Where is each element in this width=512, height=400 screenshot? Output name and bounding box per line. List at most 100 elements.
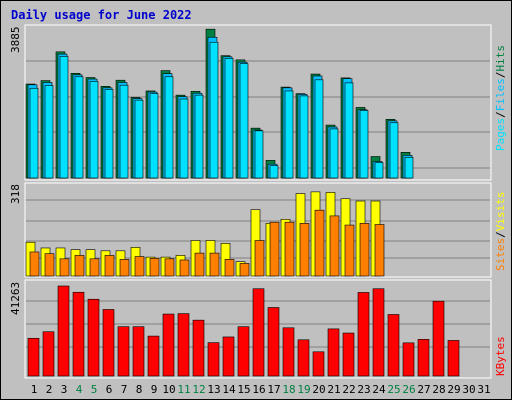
x-tick-label: 2	[46, 383, 53, 396]
bar-sites	[179, 259, 190, 277]
legend-sites-visits: Sites/Visits	[494, 192, 507, 272]
bar-sites	[359, 223, 370, 277]
legend-pages: Pages	[494, 118, 507, 151]
x-tick-label: 22	[342, 383, 355, 396]
bar-pages	[104, 89, 114, 179]
bar-sites	[344, 224, 355, 277]
bar-kbytes	[57, 285, 70, 377]
bar-sites	[119, 259, 130, 277]
x-tick-label: 10	[162, 383, 175, 396]
bar-pages	[254, 130, 264, 179]
bar-sites	[329, 215, 340, 277]
x-tick-label: 5	[91, 383, 98, 396]
x-tick-label: 28	[432, 383, 445, 396]
bar-sites	[164, 258, 175, 277]
bar-pages	[134, 99, 144, 179]
bar-kbytes	[147, 335, 160, 377]
bar-pages	[404, 156, 414, 179]
legend-sep-1: /	[494, 111, 507, 118]
bar-pages	[44, 85, 54, 179]
x-tick-label: 8	[136, 383, 143, 396]
bar-kbytes	[132, 326, 145, 377]
bar-kbytes	[327, 328, 340, 377]
bar-pages	[374, 162, 384, 179]
bar-kbytes	[417, 339, 430, 377]
legend-sites: Sites	[494, 238, 507, 271]
x-tick-label: 6	[106, 383, 113, 396]
bar-kbytes	[342, 332, 355, 377]
bar-kbytes	[87, 298, 100, 377]
bar-kbytes	[102, 309, 115, 377]
bar-pages	[284, 90, 294, 179]
x-tick-label: 12	[192, 383, 205, 396]
bar-pages	[359, 110, 369, 179]
bar-kbytes	[177, 313, 190, 377]
bar-pages	[314, 79, 324, 179]
legend-sep-3: /	[494, 231, 507, 238]
x-tick-label: 13	[207, 383, 220, 396]
x-tick-label: 3	[61, 383, 68, 396]
bar-pages	[239, 63, 249, 179]
bar-sites	[224, 259, 235, 277]
legend-hits-files-pages: Pages/Files/Hits	[494, 45, 507, 151]
x-tick-label: 14	[222, 383, 236, 396]
bar-kbytes	[252, 288, 265, 377]
x-tick-label: 11	[177, 383, 190, 396]
x-tick-label: 23	[357, 383, 370, 396]
x-tick-label: 27	[417, 383, 430, 396]
x-tick-label: 26	[402, 383, 415, 396]
legend-kbytes: KBytes	[494, 336, 507, 376]
bar-pages	[329, 128, 339, 179]
bar-sites	[254, 240, 265, 277]
bar-kbytes	[267, 307, 280, 377]
bar-sites	[149, 257, 160, 277]
x-tick-label: 18	[282, 383, 295, 396]
bar-kbytes	[42, 331, 55, 377]
bar-kbytes	[237, 326, 250, 377]
bar-pages	[209, 41, 219, 179]
bar-sites	[374, 224, 385, 277]
ymax-kbytes-label: 41263	[9, 282, 22, 315]
bar-pages	[179, 98, 189, 179]
x-tick-label: 4	[76, 383, 83, 396]
bar-kbytes	[162, 313, 175, 377]
bar-sites	[299, 223, 310, 277]
bar-kbytes	[297, 339, 310, 377]
x-tick-label: 19	[297, 383, 310, 396]
bar-pages	[194, 94, 204, 179]
bar-kbytes	[387, 314, 400, 377]
bar-pages	[344, 82, 354, 179]
x-tick-label: 9	[151, 383, 158, 396]
x-tick-label: 31	[477, 383, 490, 396]
bar-pages	[164, 76, 174, 179]
bar-pages	[269, 165, 279, 179]
bar-kbytes	[402, 342, 415, 377]
bar-kbytes	[72, 291, 85, 377]
legend-kbytes-block: KBytes	[494, 336, 507, 376]
bar-sites	[194, 252, 205, 277]
bar-sites	[74, 255, 85, 277]
bar-kbytes	[192, 319, 205, 377]
bar-pages	[89, 81, 99, 179]
bar-pages	[119, 84, 129, 179]
bar-pages	[224, 58, 234, 179]
bar-sites	[104, 255, 115, 277]
ymax-hits-label: 3885	[9, 27, 22, 54]
x-tick-label: 7	[121, 383, 128, 396]
bar-sites	[314, 209, 325, 277]
bar-sites	[269, 221, 280, 277]
chart-marks	[25, 28, 490, 377]
bar-kbytes	[357, 292, 370, 377]
legend-files: Files	[494, 78, 507, 111]
bar-pages	[59, 56, 69, 179]
bar-pages	[74, 76, 84, 179]
bar-kbytes	[117, 326, 130, 377]
bar-sites	[59, 258, 70, 277]
ymax-visits-label: 318	[9, 184, 22, 204]
bar-kbytes	[27, 337, 40, 377]
x-tick-label: 29	[447, 383, 460, 396]
bar-pages	[29, 87, 39, 179]
bar-sites	[29, 251, 40, 277]
bar-sites	[239, 263, 250, 277]
